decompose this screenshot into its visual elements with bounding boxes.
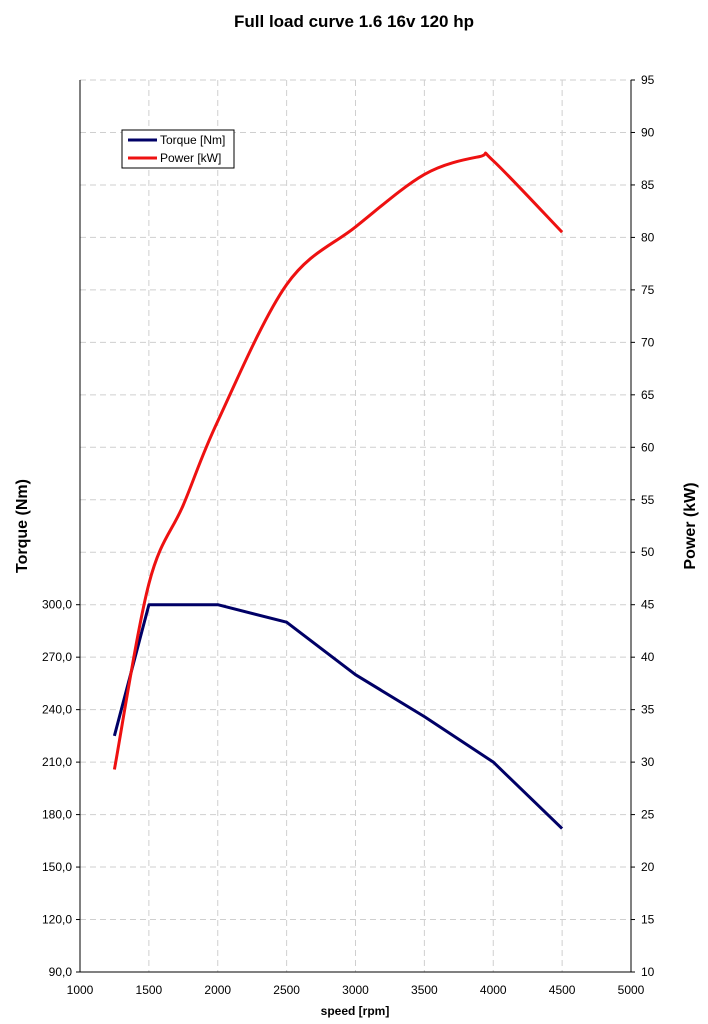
left-y-tick-labels: 90,0 120,0 150,0 180,0 210,0 240,0 270,0 300,0 [42, 598, 80, 979]
right-y-tick-label: 45 [641, 598, 655, 612]
right-axis-title: Power (kW) [682, 482, 699, 569]
left-y-tick-label: 180,0 [42, 808, 72, 822]
chart-title: Full load curve 1.6 16v 120 hp [234, 12, 474, 31]
left-y-tick-label: 150,0 [42, 860, 72, 874]
right-y-tick-label: 90 [641, 125, 655, 139]
x-tick-label: 3500 [411, 983, 438, 997]
x-tick-label: 2500 [273, 983, 300, 997]
left-y-tick-label: 210,0 [42, 755, 72, 769]
x-tick-label: 3000 [342, 983, 369, 997]
right-y-tick-label: 40 [641, 650, 655, 664]
right-y-tick-label: 80 [641, 230, 655, 244]
right-y-tick-label: 65 [641, 388, 655, 402]
legend: Torque [Nm] Power [kW] [121, 129, 235, 169]
right-y-tick-label: 85 [641, 178, 655, 192]
x-tick-label: 2000 [204, 983, 231, 997]
right-y-tick-label: 70 [641, 335, 655, 349]
right-y-tick-label: 30 [641, 755, 655, 769]
right-y-tick-label: 95 [641, 73, 655, 87]
horizontal-gridlines [80, 79, 631, 921]
left-y-tick-label: 90,0 [49, 965, 73, 979]
right-y-tick-label: 55 [641, 493, 655, 507]
x-tick-label: 5000 [618, 983, 645, 997]
left-y-tick-label: 240,0 [42, 703, 72, 717]
right-y-tick-label: 25 [641, 808, 655, 822]
left-y-tick-label: 300,0 [42, 598, 72, 612]
vertical-gridlines [148, 80, 563, 972]
right-y-tick-label: 75 [641, 283, 655, 297]
torque-series-line [112, 603, 564, 830]
x-tick-label: 1500 [136, 983, 163, 997]
x-tick-label: 4000 [480, 983, 507, 997]
legend-label-power: Power [kW] [160, 151, 221, 165]
left-y-tick-label: 270,0 [42, 650, 72, 664]
right-y-tick-label: 15 [641, 913, 655, 927]
x-axis-title: speed [rpm] [321, 1004, 390, 1018]
x-tick-label: 4500 [549, 983, 576, 997]
x-tick-labels: 1000 1500 2000 2500 3000 3500 4000 4500 5000 [67, 983, 645, 997]
right-y-tick-label: 35 [641, 703, 655, 717]
left-y-tick-label: 120,0 [42, 913, 72, 927]
right-y-tick-label: 20 [641, 860, 655, 874]
right-y-tick-labels: 10 15 20 25 30 35 40 45 50 55 60 65 70 75 80 85 90 95 [631, 73, 655, 979]
x-tick-label: 1000 [67, 983, 94, 997]
legend-label-torque: Torque [Nm] [160, 133, 225, 147]
right-y-tick-label: 60 [641, 440, 655, 454]
left-axis-title: Torque (Nm) [14, 479, 31, 573]
series-layer [112, 151, 564, 830]
right-y-tick-label: 10 [641, 965, 655, 979]
right-y-tick-label: 50 [641, 545, 655, 559]
legend-box [121, 129, 235, 169]
power-series-line [112, 151, 564, 770]
